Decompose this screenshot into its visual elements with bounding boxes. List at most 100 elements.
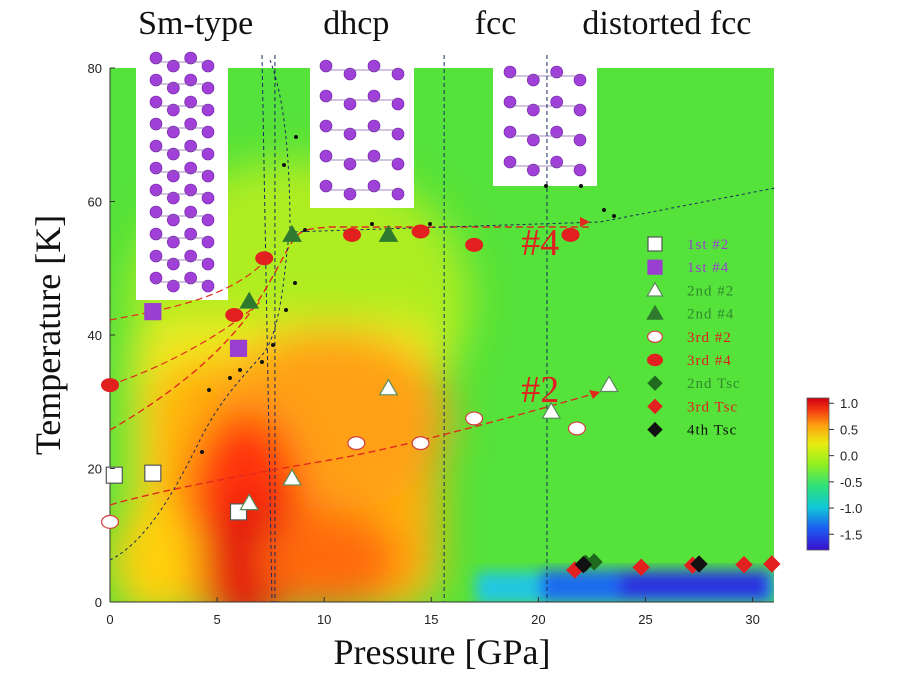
atom-sphere [167, 235, 180, 249]
atom-sphere [184, 73, 197, 87]
data-point-3rd-n4 [411, 224, 430, 239]
atom-sphere [319, 89, 333, 103]
atom-sphere [573, 103, 587, 117]
atom-sphere [201, 169, 215, 183]
boundary-guide-dotted [109, 187, 776, 561]
colorbar-tick-label: 0.5 [840, 422, 858, 437]
atom-sphere [503, 155, 517, 169]
colorbar-gradient [806, 397, 830, 551]
atom-sphere [550, 155, 563, 169]
atom-sphere [167, 103, 180, 117]
legend-entry-label: 2nd #2 [687, 283, 734, 299]
atom-sphere [201, 257, 215, 271]
data-point-2nd-n4 [378, 224, 399, 242]
guide-dot [260, 360, 264, 364]
atom-sphere [167, 191, 180, 205]
legend-entry-label: 3rd Tsc [687, 399, 738, 415]
data-point-2nd-n2 [541, 401, 562, 419]
guide-dot [238, 368, 242, 372]
data-point-3rd-n4 [100, 378, 119, 393]
atom-sphere [184, 249, 197, 263]
data-point-3rd-n2 [411, 436, 430, 451]
data-point-4th-tsc [690, 555, 708, 573]
atom-sphere [343, 187, 357, 201]
atom-sphere [367, 89, 381, 103]
legend: 1st #2 1st #4 2nd #2 2nd #4 3rd #2 3rd #4 2nd … [646, 236, 741, 439]
atom-sphere [503, 125, 517, 139]
guide-dot [428, 222, 432, 226]
atom-sphere [149, 95, 163, 109]
guide-4-arrowhead [580, 217, 590, 227]
colorbar-tick-label: -0.5 [840, 475, 862, 490]
data-markers [100, 224, 781, 579]
legend-entry-label: 2nd Tsc [687, 376, 741, 392]
atom-sphere [343, 67, 357, 81]
data-point-3rd-tsc [632, 558, 650, 576]
atom-sphere [184, 161, 197, 175]
legend-entry-label: 3rd #4 [687, 353, 732, 369]
data-point-1st-n2 [105, 466, 123, 484]
data-point-3rd-n2 [100, 514, 119, 529]
data-point-3rd-n4 [561, 227, 580, 242]
annotation-label: #2 [521, 369, 559, 411]
data-point-3rd-n2 [347, 436, 366, 451]
atom-sphere [184, 183, 197, 197]
atom-sphere [149, 51, 163, 65]
atom-sphere [343, 157, 357, 171]
atom-sphere [184, 227, 197, 241]
data-point-2nd-n2 [599, 375, 619, 393]
data-point-2nd-n4 [282, 224, 302, 242]
legend-entry-label: 4th Tsc [687, 423, 737, 439]
atom-sphere [167, 147, 180, 161]
x-tick-label: 30 [745, 612, 759, 627]
atom-sphere [201, 191, 215, 205]
guide-dot [579, 184, 583, 188]
legend-marker [646, 281, 664, 297]
x-tick-label: 25 [638, 612, 652, 627]
data-point-3rd-n2 [567, 421, 586, 436]
atom-sphere [573, 163, 587, 177]
data-point-3rd-n4 [255, 251, 274, 266]
legend-entry-label: 1st #2 [687, 237, 729, 253]
data-point-1st-n4 [144, 303, 162, 321]
data-point-3rd-n2 [465, 411, 484, 426]
atom-sphere [149, 117, 163, 131]
data-point-1st-n2 [144, 464, 162, 482]
guide-dot [612, 214, 616, 218]
legend-entry-label: 2nd #4 [687, 307, 734, 323]
atom-sphere [184, 117, 197, 131]
legend-marker [647, 375, 663, 391]
atom-sphere [550, 65, 563, 79]
data-point-2nd-n2 [378, 378, 399, 396]
legend-marker [647, 421, 663, 438]
atom-sphere [149, 205, 163, 219]
atom-sphere [527, 133, 540, 147]
atom-sphere [319, 59, 333, 73]
legend-entry-label: 3rd #2 [687, 330, 732, 346]
x-tick-label: 0 [106, 612, 113, 627]
legend-marker [647, 330, 663, 343]
atom-sphere [527, 73, 540, 87]
atom-sphere [391, 127, 405, 141]
colorbar-tick-label: -1.5 [840, 527, 862, 542]
guide-4-curve-upper [109, 226, 590, 431]
data-point-3rd-n4 [465, 237, 484, 252]
atom-sphere [550, 125, 563, 139]
data-point-3rd-n4 [343, 227, 362, 242]
phase-labels: Sm-type dhcp fcc distorted fcc [138, 5, 751, 42]
atom-sphere [573, 73, 587, 87]
legend-marker [647, 236, 663, 252]
atom-sphere [167, 257, 180, 271]
phase-boundaries [261, 54, 548, 603]
guide-2-arrowhead [589, 390, 600, 399]
atom-sphere [343, 127, 357, 141]
atom-sphere [573, 133, 587, 147]
atom-sphere [201, 81, 215, 95]
atom-sphere [201, 147, 215, 161]
annotations: #4 #2 [521, 222, 559, 411]
guide-dot [370, 222, 374, 226]
sm-type-structure-inset [136, 48, 228, 300]
atom-sphere [503, 95, 517, 109]
atom-sphere [391, 157, 405, 171]
colorbar-tick-label: -1.0 [840, 501, 862, 516]
